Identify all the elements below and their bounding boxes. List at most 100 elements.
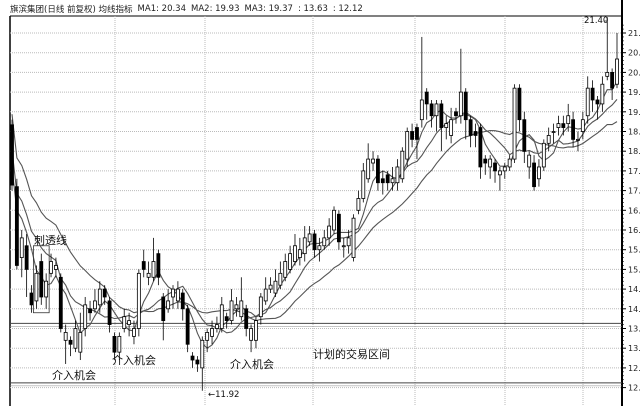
candle-body bbox=[488, 158, 493, 168]
candle-body bbox=[444, 123, 449, 128]
high-price-leader bbox=[604, 17, 608, 22]
candle-body bbox=[88, 308, 92, 314]
candle bbox=[263, 277, 268, 305]
candle bbox=[532, 155, 536, 191]
candle bbox=[229, 289, 234, 325]
candle-body bbox=[122, 316, 127, 329]
candle-body bbox=[615, 58, 619, 85]
candle-body bbox=[14, 186, 19, 266]
entry-label-2: 介入机会 bbox=[112, 354, 156, 367]
candle bbox=[73, 320, 78, 353]
candle bbox=[122, 308, 127, 333]
candle-body bbox=[458, 91, 463, 117]
candle-body bbox=[307, 233, 312, 243]
candle bbox=[97, 281, 102, 313]
candle bbox=[166, 289, 171, 313]
entry-label-3: 介入机会 bbox=[230, 358, 274, 371]
candle-body bbox=[537, 166, 541, 180]
candle-body bbox=[366, 158, 371, 180]
candle-body bbox=[78, 332, 83, 353]
entry-label-1: 介入机会 bbox=[52, 369, 96, 382]
candle bbox=[390, 166, 395, 191]
candle bbox=[434, 99, 439, 132]
candle bbox=[10, 119, 14, 191]
trade-range-label: 计划的交易区间 bbox=[313, 348, 390, 361]
candle-body bbox=[53, 265, 58, 270]
candle bbox=[595, 96, 600, 120]
candle bbox=[585, 76, 590, 124]
candle bbox=[68, 336, 73, 357]
ma2-value: MA2: 19.93 bbox=[191, 3, 240, 14]
candle bbox=[297, 237, 302, 266]
candle-body bbox=[395, 166, 400, 184]
candle-body bbox=[556, 123, 561, 128]
candle-body bbox=[136, 272, 141, 329]
y-tick-label: 12.00 bbox=[628, 384, 640, 393]
candle-body bbox=[132, 328, 136, 337]
candle-body bbox=[317, 245, 322, 251]
candle-body bbox=[483, 158, 488, 164]
candle bbox=[468, 115, 473, 148]
candle bbox=[185, 304, 190, 353]
candle-body bbox=[219, 304, 224, 329]
candle-body bbox=[527, 154, 532, 168]
chart-header: 旗滨集团(日线 前复权) 均线指标 MA1: 20.34 MA2: 19.93 … bbox=[10, 2, 363, 15]
candle-body bbox=[127, 320, 132, 325]
candle bbox=[322, 230, 327, 250]
candle-body bbox=[361, 170, 366, 199]
candle bbox=[317, 237, 322, 262]
y-tick-label: 13.50 bbox=[628, 325, 640, 334]
candle-body bbox=[327, 225, 332, 239]
candle bbox=[39, 253, 44, 305]
line1-value: : 13.63 bbox=[297, 3, 328, 14]
candle bbox=[527, 151, 532, 179]
chart-title: 旗滨集团(日线 前复权) 均线指标 bbox=[10, 4, 133, 15]
candle bbox=[478, 123, 483, 179]
candle-body bbox=[190, 355, 195, 361]
candle-body bbox=[522, 119, 527, 152]
y-tick-label: 18.00 bbox=[628, 147, 640, 156]
candle-body bbox=[302, 237, 307, 255]
candle bbox=[78, 312, 83, 361]
candle-body bbox=[249, 328, 253, 341]
candle-body bbox=[117, 335, 122, 353]
candle bbox=[19, 230, 24, 278]
candle bbox=[561, 115, 566, 136]
candle bbox=[180, 289, 185, 321]
candle bbox=[356, 190, 361, 215]
candle-body bbox=[19, 237, 24, 258]
candle bbox=[444, 115, 449, 140]
candle bbox=[146, 261, 151, 286]
candle bbox=[405, 127, 410, 167]
candle bbox=[429, 99, 434, 128]
y-tick-label: 18.50 bbox=[628, 128, 640, 137]
candle-body bbox=[571, 119, 576, 140]
y-tick-label: 20.50 bbox=[628, 49, 640, 58]
candle bbox=[571, 111, 576, 148]
candle bbox=[551, 123, 556, 144]
candle-body bbox=[390, 178, 395, 184]
candle-body bbox=[551, 131, 556, 133]
y-tick-label: 12.50 bbox=[628, 364, 640, 373]
candle bbox=[341, 237, 346, 258]
candle-body bbox=[507, 158, 512, 168]
candle bbox=[463, 88, 468, 140]
candle bbox=[537, 159, 541, 187]
candle bbox=[424, 88, 429, 120]
candle-body bbox=[185, 308, 190, 345]
candle bbox=[458, 48, 463, 124]
candle-body bbox=[166, 300, 171, 310]
candle-body bbox=[595, 99, 600, 105]
candle-body bbox=[605, 72, 610, 77]
candle bbox=[215, 316, 219, 333]
candle bbox=[376, 155, 380, 191]
candle-body bbox=[107, 300, 112, 325]
candle bbox=[473, 123, 478, 148]
candle bbox=[161, 293, 166, 341]
candle bbox=[102, 285, 107, 305]
ma3-line bbox=[11, 114, 618, 322]
candle bbox=[493, 159, 497, 183]
candle-body bbox=[268, 284, 273, 290]
candle-body bbox=[288, 253, 293, 270]
y-tick-label: 19.00 bbox=[628, 108, 640, 117]
